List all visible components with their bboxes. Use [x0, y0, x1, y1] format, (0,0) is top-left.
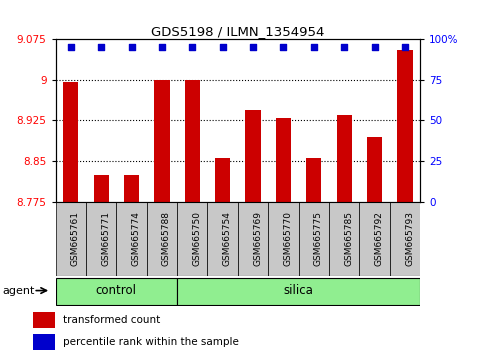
Bar: [124, 175, 139, 202]
Bar: [215, 158, 230, 202]
Point: [280, 44, 287, 50]
Bar: [177, 278, 420, 305]
Text: transformed count: transformed count: [63, 315, 160, 325]
Bar: [276, 118, 291, 202]
Point: [128, 44, 135, 50]
Bar: [208, 202, 238, 276]
Point: [341, 44, 348, 50]
Bar: [359, 202, 390, 276]
Point: [310, 44, 318, 50]
Bar: [147, 202, 177, 276]
Text: GSM665750: GSM665750: [192, 211, 201, 266]
Bar: [398, 50, 412, 202]
Bar: [177, 202, 208, 276]
Text: GSM665774: GSM665774: [131, 211, 141, 266]
Bar: [390, 202, 420, 276]
Bar: [238, 202, 268, 276]
Bar: [298, 202, 329, 276]
Point: [249, 44, 257, 50]
Bar: [329, 202, 359, 276]
Point: [97, 44, 105, 50]
Bar: [94, 175, 109, 202]
Text: GSM665771: GSM665771: [101, 211, 110, 266]
Text: agent: agent: [3, 286, 35, 296]
Bar: [56, 202, 86, 276]
Text: silica: silica: [284, 284, 313, 297]
Text: GSM665793: GSM665793: [405, 211, 414, 266]
Bar: [337, 115, 352, 202]
Point: [371, 44, 379, 50]
Bar: [56, 278, 177, 305]
Text: GSM665770: GSM665770: [284, 211, 293, 266]
Text: GSM665761: GSM665761: [71, 211, 80, 266]
Point: [401, 44, 409, 50]
Text: GSM665775: GSM665775: [314, 211, 323, 266]
Bar: [63, 82, 78, 202]
Bar: [154, 80, 170, 202]
Text: GSM665754: GSM665754: [223, 211, 232, 266]
Bar: [33, 312, 55, 327]
Point: [67, 44, 74, 50]
Text: GSM665788: GSM665788: [162, 211, 171, 266]
Title: GDS5198 / ILMN_1354954: GDS5198 / ILMN_1354954: [151, 25, 325, 38]
Bar: [306, 158, 322, 202]
Text: GSM665769: GSM665769: [253, 211, 262, 266]
Bar: [86, 202, 116, 276]
Point: [158, 44, 166, 50]
Bar: [185, 80, 200, 202]
Point: [219, 44, 227, 50]
Bar: [33, 335, 55, 350]
Bar: [245, 109, 261, 202]
Text: GSM665792: GSM665792: [375, 211, 384, 266]
Text: percentile rank within the sample: percentile rank within the sample: [63, 337, 239, 347]
Bar: [367, 137, 382, 202]
Text: GSM665785: GSM665785: [344, 211, 353, 266]
Point: [188, 44, 196, 50]
Bar: [116, 202, 147, 276]
Bar: [268, 202, 298, 276]
Text: control: control: [96, 284, 137, 297]
